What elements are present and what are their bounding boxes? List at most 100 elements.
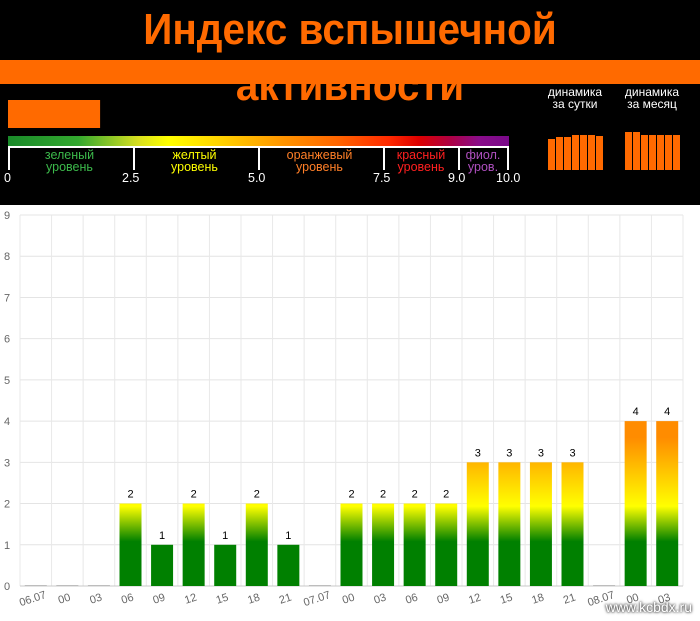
bar [403,503,426,586]
monthly-dynamics-title-line1: динамика [624,85,680,99]
x-tick-label: 21 [278,592,293,607]
level-orange: оранжевый уровень [262,148,377,174]
bar [340,503,363,586]
y-tick-label: 6 [4,334,10,346]
x-tick-label: 21 [562,592,577,607]
monthly-dynamics-bar [633,132,640,170]
y-tick-label: 5 [4,375,10,387]
daily-dynamics-bar [580,134,587,170]
bar-value-label: 1 [285,530,291,542]
header-panel: Индекс вспышечной активности зеленый уро… [0,0,700,205]
level-yellow-name: желтый [172,148,217,162]
x-tick-label: 03 [657,592,672,607]
x-tick-label: 03 [88,592,103,607]
y-tick-label: 1 [4,540,10,552]
current-index-bar [8,100,101,128]
bar-value-label: 1 [222,530,228,542]
x-tick-label: 00 [57,592,72,607]
bar [624,421,647,586]
monthly-dynamics-bar [657,134,664,170]
bar-value-label: 1 [159,530,165,542]
x-tick-label: 12 [183,592,198,607]
level-purple: фиол. уров. [460,148,506,174]
level-red: красный уровень [387,148,455,174]
y-tick-label: 3 [4,457,10,469]
level-orange-word: уровень [296,160,343,174]
bar [656,421,679,586]
monthly-dynamics-bar [665,134,672,170]
x-tick-label: 06 [120,592,135,607]
level-green-name: зеленый [44,148,95,162]
level-yellow: желтый уровень [137,148,252,174]
bar [87,585,110,586]
x-tick-label: 03 [372,592,387,607]
daily-dynamics-bar [548,138,555,170]
x-tick-label: 07.07 [302,589,332,609]
bar-value-label: 2 [254,489,260,501]
bar [56,585,79,586]
level-red-name: красный [396,148,446,162]
level-purple-name: фиол. [465,148,501,162]
x-tick-label: 15 [499,592,514,607]
monthly-dynamics-bar [673,134,680,170]
current-index-fill [8,100,101,128]
bar-value-label: 3 [506,447,512,459]
scale-tick-label: 0 [4,171,11,185]
bar [182,503,205,586]
daily-dynamics-bar [564,137,571,170]
monthly-dynamics-bar [649,135,656,170]
y-tick-label: 9 [4,210,10,222]
x-tick-label: 12 [467,592,482,607]
x-tick-label: 06.07 [18,589,48,609]
watermark: www.kcbdx.ru [605,599,692,615]
daily-dynamics-title-line1: динамика [547,85,603,99]
level-orange-name: оранжевый [286,148,353,162]
scale-tick-label: 2.5 [122,171,140,185]
bar [435,503,458,586]
daily-dynamics-bar [572,134,579,170]
x-tick-label: 06 [404,592,419,607]
bar [372,503,395,586]
bar [277,544,300,586]
bar [529,462,552,586]
bar [466,462,489,586]
bar [561,462,584,586]
bar-value-label: 3 [569,447,575,459]
x-tick-label: 09 [151,592,166,607]
bar [151,544,174,586]
level-yellow-word: уровень [171,160,218,174]
bar-value-label: 3 [538,447,544,459]
monthly-dynamics-bar [625,131,632,170]
y-tick-label: 2 [4,499,10,511]
bar-value-label: 2 [191,489,197,501]
daily-dynamics-title-line2: за сутки [552,97,598,111]
y-tick-label: 7 [4,292,10,304]
bar-value-label: 4 [664,406,670,418]
scale-tick-label: 10.0 [496,171,521,185]
bar [214,544,237,586]
bar [245,503,268,586]
daily-dynamics-bar [556,137,563,170]
activity-scale-gradient [8,136,509,146]
bar [308,585,331,586]
bar [498,462,521,586]
scale-tick-label: 7.5 [373,171,391,185]
x-tick-label: 00 [341,592,356,607]
bar-value-label: 2 [380,489,386,501]
scale-tick-label: 5.0 [248,171,266,185]
x-tick-label: 15 [215,592,230,607]
monthly-dynamics-bar [641,135,648,170]
monthly-dynamics-title: динамика за месяц [620,86,684,110]
x-tick-label: 18 [246,592,261,607]
level-red-word: уровень [397,160,445,174]
daily-dynamics-bar [596,136,603,170]
monthly-dynamics-title-line2: за месяц [627,97,677,111]
bar-value-label: 2 [412,489,418,501]
y-tick-label: 4 [4,416,10,428]
bar [119,503,142,586]
accent-stripe [0,60,700,84]
daily-dynamics-title: динамика за сутки [543,86,607,110]
bar-value-label: 2 [348,489,354,501]
bar-value-label: 2 [127,489,133,501]
